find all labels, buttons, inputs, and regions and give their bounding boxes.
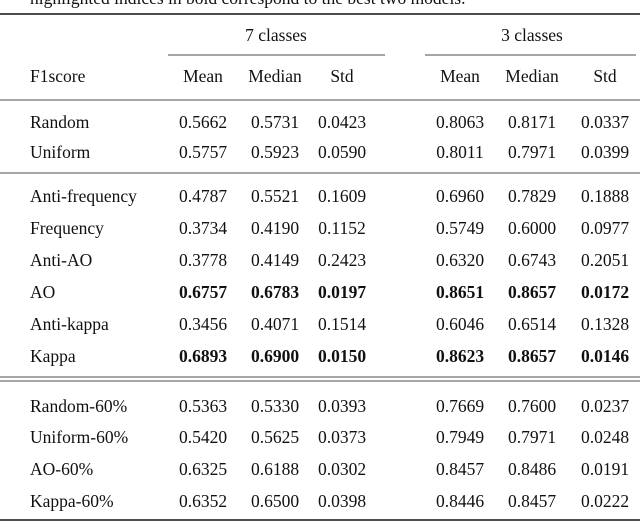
cell: 0.0146 (581, 346, 629, 366)
cell: 0.6320 (436, 250, 484, 270)
row-label: Uniform (30, 142, 91, 162)
row-label: Random (30, 112, 90, 132)
row-label: Kappa-60% (30, 491, 114, 511)
cell: 0.8457 (508, 491, 556, 511)
cell: 0.5330 (251, 396, 299, 416)
cell: 0.4190 (251, 218, 299, 238)
cell: 0.5420 (179, 427, 227, 447)
cell: 0.0197 (318, 282, 366, 302)
cell: 0.8063 (436, 112, 484, 132)
cell: 0.8171 (508, 112, 556, 132)
row-label: Anti-kappa (30, 314, 109, 334)
cell: 0.6000 (508, 218, 556, 238)
row-label: AO-60% (30, 459, 93, 479)
group-header: 7 classes (245, 25, 307, 45)
cell: 0.7949 (436, 427, 484, 447)
cell: 0.6046 (436, 314, 484, 334)
cell: 0.0977 (581, 218, 629, 238)
cell: 0.0398 (318, 491, 366, 511)
cell: 0.6514 (508, 314, 556, 334)
cell: 0.8011 (436, 142, 483, 162)
cell: 0.8657 (508, 346, 556, 366)
cell: 0.6500 (251, 491, 299, 511)
cell: 0.8651 (436, 282, 484, 302)
cell: 0.5662 (179, 112, 227, 132)
cell: 0.7600 (508, 396, 556, 416)
cell: 0.6188 (251, 459, 299, 479)
cell: 0.7669 (436, 396, 484, 416)
row-label: Uniform-60% (30, 427, 128, 447)
cell: 0.6783 (251, 282, 299, 302)
cell: 0.7971 (508, 427, 556, 447)
cell: 0.0423 (318, 112, 366, 132)
cell: 0.0373 (318, 427, 366, 447)
cell: 0.1514 (318, 314, 366, 334)
cell: 0.8486 (508, 459, 556, 479)
row-label: Anti-frequency (30, 186, 137, 206)
cell: 0.2051 (581, 250, 629, 270)
column-header: Mean (440, 66, 480, 86)
cell: 0.5363 (179, 396, 227, 416)
cell: 0.3778 (179, 250, 227, 270)
column-header: Mean (183, 66, 223, 86)
cell: 0.6325 (179, 459, 227, 479)
cell: 0.6757 (179, 282, 227, 302)
cell: 0.3734 (179, 218, 227, 238)
cell: 0.0590 (318, 142, 366, 162)
cell: 0.4787 (179, 186, 227, 206)
cell: 0.5923 (251, 142, 299, 162)
cell: 0.0399 (581, 142, 629, 162)
cell: 0.6352 (179, 491, 227, 511)
cell: 0.8657 (508, 282, 556, 302)
cell: 0.7971 (508, 142, 556, 162)
column-header: F1score (30, 66, 86, 86)
cell: 0.5757 (179, 142, 227, 162)
cell: 0.3456 (179, 314, 227, 334)
row-label: Random-60% (30, 396, 127, 416)
cell: 0.8446 (436, 491, 484, 511)
cell: 0.0237 (581, 396, 629, 416)
row-label: Anti-AO (30, 250, 92, 270)
cell: 0.0150 (318, 346, 366, 366)
cell: 0.1888 (581, 186, 629, 206)
cell: 0.6893 (179, 346, 227, 366)
cell: 0.8623 (436, 346, 484, 366)
cell: 0.0222 (581, 491, 629, 511)
cell: 0.5625 (251, 427, 299, 447)
cell: 0.5749 (436, 218, 484, 238)
row-label: Kappa (30, 346, 76, 366)
cell: 0.4149 (251, 250, 299, 270)
cell: 0.0172 (581, 282, 629, 302)
caption: highlighted indices in bold correspond t… (30, 0, 466, 8)
cell: 0.8457 (436, 459, 484, 479)
cell: 0.5521 (251, 186, 299, 206)
cell: 0.4071 (251, 314, 299, 334)
cell: 0.7829 (508, 186, 556, 206)
column-header: Median (248, 66, 302, 86)
column-header: Std (330, 66, 354, 86)
group-header: 3 classes (501, 25, 563, 45)
cell: 0.5731 (251, 112, 299, 132)
column-header: Std (593, 66, 617, 86)
row-label: Frequency (30, 218, 104, 238)
cell: 0.0191 (581, 459, 629, 479)
cell: 0.6743 (508, 250, 556, 270)
cell: 0.1609 (318, 186, 366, 206)
cell: 0.6960 (436, 186, 484, 206)
cell: 0.1152 (318, 218, 365, 238)
cell: 0.6900 (251, 346, 299, 366)
cell: 0.2423 (318, 250, 366, 270)
cell: 0.0248 (581, 427, 629, 447)
cell: 0.0337 (581, 112, 629, 132)
row-label: AO (30, 282, 55, 302)
cell: 0.0302 (318, 459, 366, 479)
cell: 0.1328 (581, 314, 629, 334)
column-header: Median (505, 66, 559, 86)
cell: 0.0393 (318, 396, 366, 416)
